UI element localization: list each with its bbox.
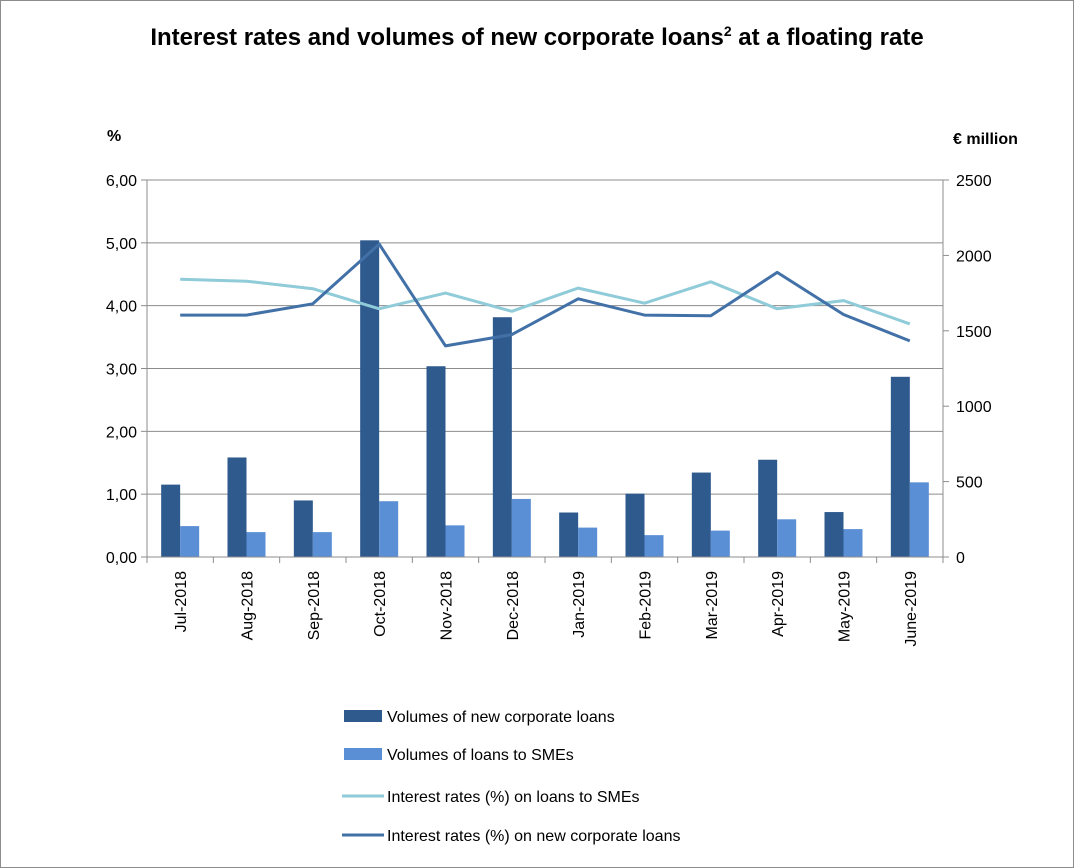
axes-layer: 0,00 1,00 2,00 3,00 4,00 5,00 6,00 0 500 1000 1500… — [106, 173, 992, 647]
x-tick-label: Mar-2019 — [704, 571, 721, 640]
bar-sme-loans — [445, 525, 465, 557]
chart-title-superscript: 2 — [723, 23, 732, 39]
legend: Volumes of new corporate loans Volumes of… — [342, 709, 680, 845]
x-tick-label: Dec-2018 — [505, 571, 522, 640]
x-tick-label: Sep-2018 — [306, 571, 323, 640]
x-tick-label: Apr-2019 — [770, 571, 787, 637]
right-tick-label: 2500 — [956, 173, 992, 190]
bar-corporate-loans — [890, 376, 910, 557]
line-corporate-rates — [180, 242, 911, 348]
bar-corporate-loans — [293, 500, 313, 557]
left-tick-label: 2,00 — [106, 424, 137, 441]
right-tick-label: 1500 — [956, 324, 992, 341]
chart-title: Interest rates and volumes of new corpor… — [1, 23, 1073, 52]
bars-layer — [161, 240, 929, 557]
legend-label: Interest rates (%) on loans to SMEs — [387, 789, 640, 806]
x-tick-label: Nov-2018 — [439, 571, 456, 640]
bar-sme-loans — [180, 526, 200, 557]
bar-sme-loans — [312, 532, 332, 557]
x-tick-label: Jul-2018 — [173, 571, 190, 632]
chart-title-main: Interest rates and volumes of new corpor… — [150, 24, 724, 51]
bar-corporate-loans — [691, 472, 711, 557]
bar-sme-loans — [909, 482, 929, 557]
legend-swatch — [344, 710, 382, 722]
bar-sme-loans — [578, 527, 598, 557]
legend-label: Interest rates (%) on new corporate loan… — [387, 828, 680, 845]
line-sme-rates — [180, 277, 911, 326]
left-tick-label: 4,00 — [106, 299, 137, 316]
bar-corporate-loans — [360, 240, 380, 557]
right-tick-label: 1000 — [956, 399, 992, 416]
x-tick-label: May-2019 — [837, 571, 854, 642]
left-tick-label: 3,00 — [106, 362, 137, 379]
left-tick-label: 5,00 — [106, 236, 137, 253]
x-tick-label: Oct-2018 — [372, 571, 389, 637]
left-tick-label: 6,00 — [106, 173, 137, 190]
bar-sme-loans — [710, 530, 730, 557]
legend-swatch — [344, 748, 382, 760]
right-axis-label: € million — [953, 131, 1018, 148]
bar-corporate-loans — [161, 484, 181, 557]
bar-corporate-loans — [625, 493, 645, 557]
right-tick-label: 0 — [956, 550, 965, 567]
bar-sme-loans — [246, 532, 266, 557]
chart-title-rest: at a floating rate — [731, 24, 924, 51]
left-axis-label: % — [107, 128, 122, 145]
x-tick-label: Aug-2018 — [240, 571, 257, 640]
bar-sme-loans — [644, 535, 664, 557]
legend-label: Volumes of loans to SMEs — [387, 747, 574, 764]
x-tick-label: June-2019 — [903, 571, 920, 647]
bar-corporate-loans — [824, 512, 844, 557]
bar-corporate-loans — [758, 459, 778, 557]
bar-corporate-loans — [559, 512, 579, 557]
right-tick-label: 500 — [956, 475, 983, 492]
bar-corporate-loans — [426, 366, 446, 557]
left-tick-label: 1,00 — [106, 487, 137, 504]
bar-sme-loans — [379, 501, 399, 557]
bar-sme-loans — [843, 529, 863, 557]
legend-label: Volumes of new corporate loans — [387, 709, 615, 726]
bar-sme-loans — [511, 498, 531, 557]
lines-layer — [180, 242, 911, 348]
bar-corporate-loans — [492, 317, 512, 557]
gridlines — [147, 179, 943, 495]
left-tick-label: 0,00 — [106, 550, 137, 567]
bar-corporate-loans — [227, 457, 247, 557]
x-tick-label: Feb-2019 — [638, 571, 655, 640]
bar-sme-loans — [777, 519, 797, 557]
x-tick-label: Jan-2019 — [571, 571, 588, 638]
right-tick-label: 2000 — [956, 248, 992, 265]
